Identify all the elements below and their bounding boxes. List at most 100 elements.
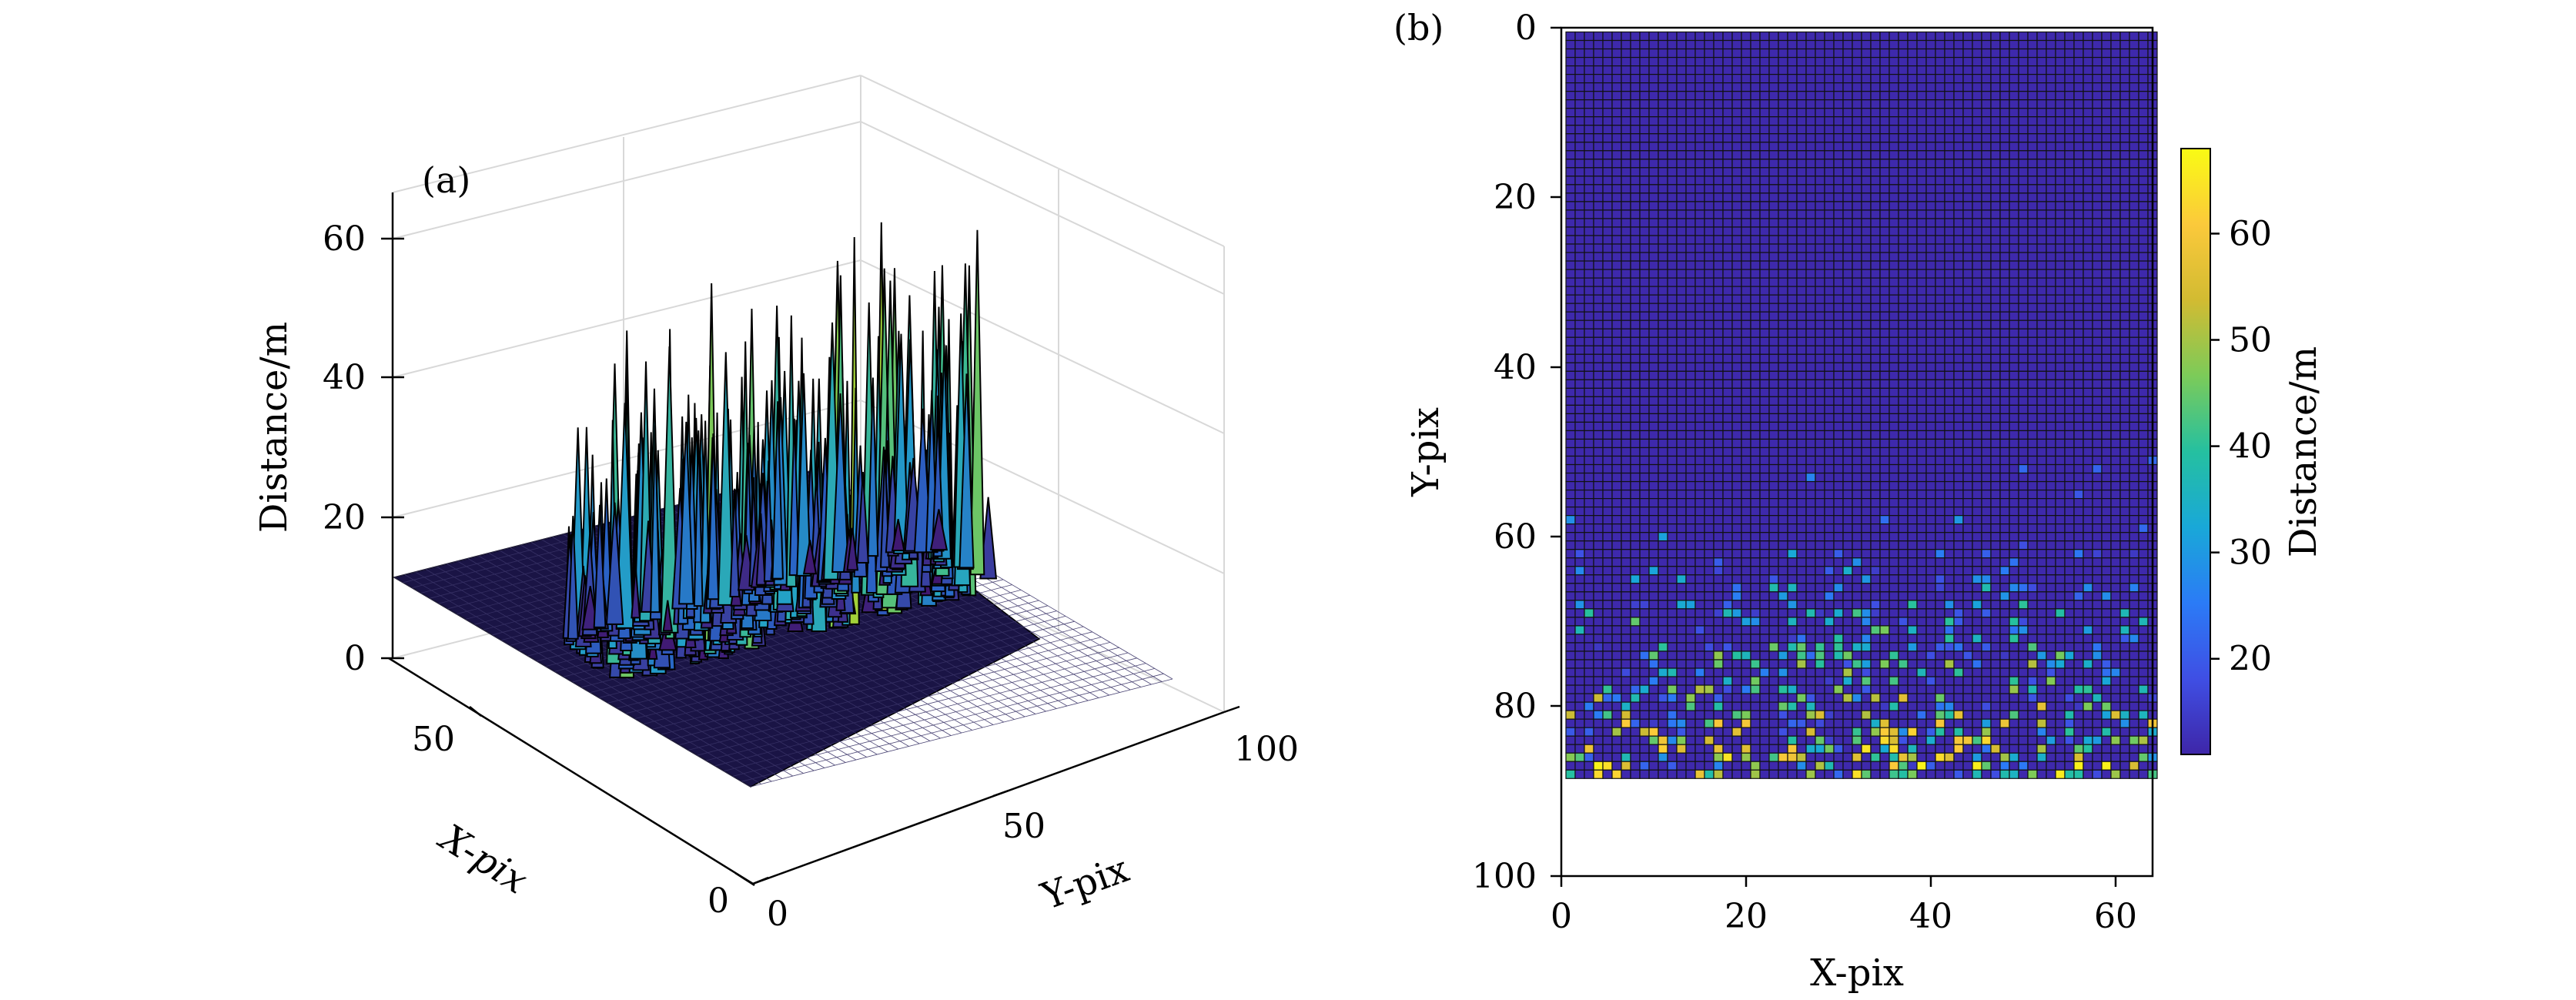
heatmap-cell — [1935, 455, 1945, 466]
heatmap-cell — [2110, 319, 2121, 329]
heatmap-cell — [1621, 133, 1631, 143]
heatmap-cell — [1935, 566, 1945, 576]
heatmap-cell — [1981, 480, 1992, 491]
heatmap-cell — [1925, 438, 1936, 449]
heatmap-cell — [1750, 150, 1761, 160]
heatmap-cell — [2046, 549, 2056, 559]
heatmap-cell — [1593, 150, 1604, 160]
heatmap-cell — [1907, 243, 1918, 253]
heatmap-cell — [2046, 498, 2056, 508]
heatmap-cell — [1685, 634, 1696, 644]
heatmap-cell — [2083, 319, 2093, 329]
heatmap-cell — [2083, 387, 2093, 397]
heatmap-cell — [1750, 328, 1761, 338]
heatmap-cell — [1935, 523, 1945, 533]
heatmap-cell — [1787, 362, 1798, 372]
heatmap-cell — [2101, 574, 2112, 584]
heatmap-cell — [2009, 421, 2019, 432]
heatmap-cell — [2083, 99, 2093, 109]
heatmap-cell — [1685, 345, 1696, 355]
heatmap-cell — [2138, 387, 2149, 397]
heatmap-cell — [2064, 532, 2075, 542]
heatmap-cell — [1621, 31, 1631, 42]
heatmap-cell — [1852, 498, 1862, 508]
heatmap-cell — [1962, 201, 1973, 211]
heatmap-cell — [1962, 150, 1973, 160]
heatmap-cell — [1907, 294, 1918, 304]
heatmap-cell — [2110, 48, 2121, 59]
heatmap-cell — [1694, 82, 1705, 92]
heatmap-cell — [1898, 99, 1909, 109]
heatmap-cell — [2101, 167, 2112, 177]
heatmap-cell — [1935, 201, 1945, 211]
heatmap-cell — [1944, 430, 1955, 440]
heatmap-cell — [2119, 311, 2130, 321]
heatmap-cell — [1972, 557, 1982, 567]
heatmap-cell — [1621, 532, 1631, 542]
heatmap-cell — [2110, 608, 2121, 618]
heatmap-cell — [2092, 498, 2103, 508]
heatmap-cell — [1925, 91, 1936, 101]
heatmap-cell — [2036, 269, 2047, 279]
heatmap-cell — [1907, 608, 1918, 618]
heatmap-cell — [1925, 65, 1936, 75]
heatmap-cell — [2092, 286, 2103, 296]
heatmap-cell — [2092, 345, 2103, 355]
heatmap-cell — [1842, 600, 1853, 610]
heatmap-cell — [1787, 133, 1798, 143]
heatmap-cell — [1805, 235, 1816, 245]
heatmap-cell — [1694, 430, 1705, 440]
heatmap-cell — [1824, 218, 1835, 228]
heatmap-cell — [1879, 184, 1890, 194]
heatmap-cell — [1925, 192, 1936, 202]
heatmap-cell — [1574, 345, 1585, 355]
heatmap-cell — [1999, 591, 2010, 601]
heatmap-cell — [2018, 74, 2029, 84]
heatmap-cell — [1750, 430, 1761, 440]
heatmap-cell — [2018, 472, 2029, 483]
heatmap-cell — [1870, 370, 1881, 380]
heatmap-cell — [1861, 235, 1872, 245]
heatmap-cell — [1602, 430, 1613, 440]
heatmap-cell — [1704, 617, 1715, 627]
heatmap-cell — [1824, 277, 1835, 287]
heatmap-cell — [1999, 209, 2010, 219]
heatmap-cell — [2073, 91, 2084, 101]
heatmap-cell — [2046, 150, 2056, 160]
x-axis-label: X-pix — [430, 814, 535, 902]
heatmap-cell — [1805, 591, 1816, 601]
heatmap-cell — [1944, 353, 1955, 363]
heatmap-cell — [1972, 379, 1982, 389]
heatmap-cell — [1815, 235, 1825, 245]
heatmap-cell — [1648, 201, 1659, 211]
heatmap-cell — [1602, 353, 1613, 363]
heatmap-cell — [1944, 133, 1955, 143]
heatmap-cell — [2055, 396, 2066, 406]
heatmap-cell — [2046, 303, 2056, 313]
heatmap-cell — [1648, 192, 1659, 202]
heatmap-cell — [1889, 617, 1899, 627]
heatmap-cell — [1944, 108, 1955, 118]
heatmap-cell — [1722, 574, 1733, 584]
heatmap-cell — [1852, 56, 1862, 67]
heatmap-cell — [1611, 404, 1622, 415]
heatmap-cell — [1768, 99, 1779, 109]
heatmap-cell — [1621, 184, 1631, 194]
heatmap-cell — [2129, 243, 2139, 253]
heatmap-cell — [1694, 634, 1705, 644]
heatmap-cell — [1694, 159, 1705, 169]
heatmap-cell — [1778, 396, 1788, 406]
heatmap-cell — [2046, 294, 2056, 304]
heatmap-cell — [1759, 387, 1770, 397]
heatmap-cell — [1824, 99, 1835, 109]
heatmap-cell — [1796, 566, 1807, 576]
heatmap-cell — [1990, 201, 2001, 211]
heatmap-cell — [1778, 566, 1788, 576]
heatmap-cell — [1759, 184, 1770, 194]
heatmap-cell — [1621, 430, 1631, 440]
heatmap-cell — [1621, 507, 1631, 517]
heatmap-cell — [1870, 472, 1881, 483]
heatmap-cell — [1852, 65, 1862, 75]
heatmap-cell — [2055, 507, 2066, 517]
heatmap-cell — [1778, 74, 1788, 84]
